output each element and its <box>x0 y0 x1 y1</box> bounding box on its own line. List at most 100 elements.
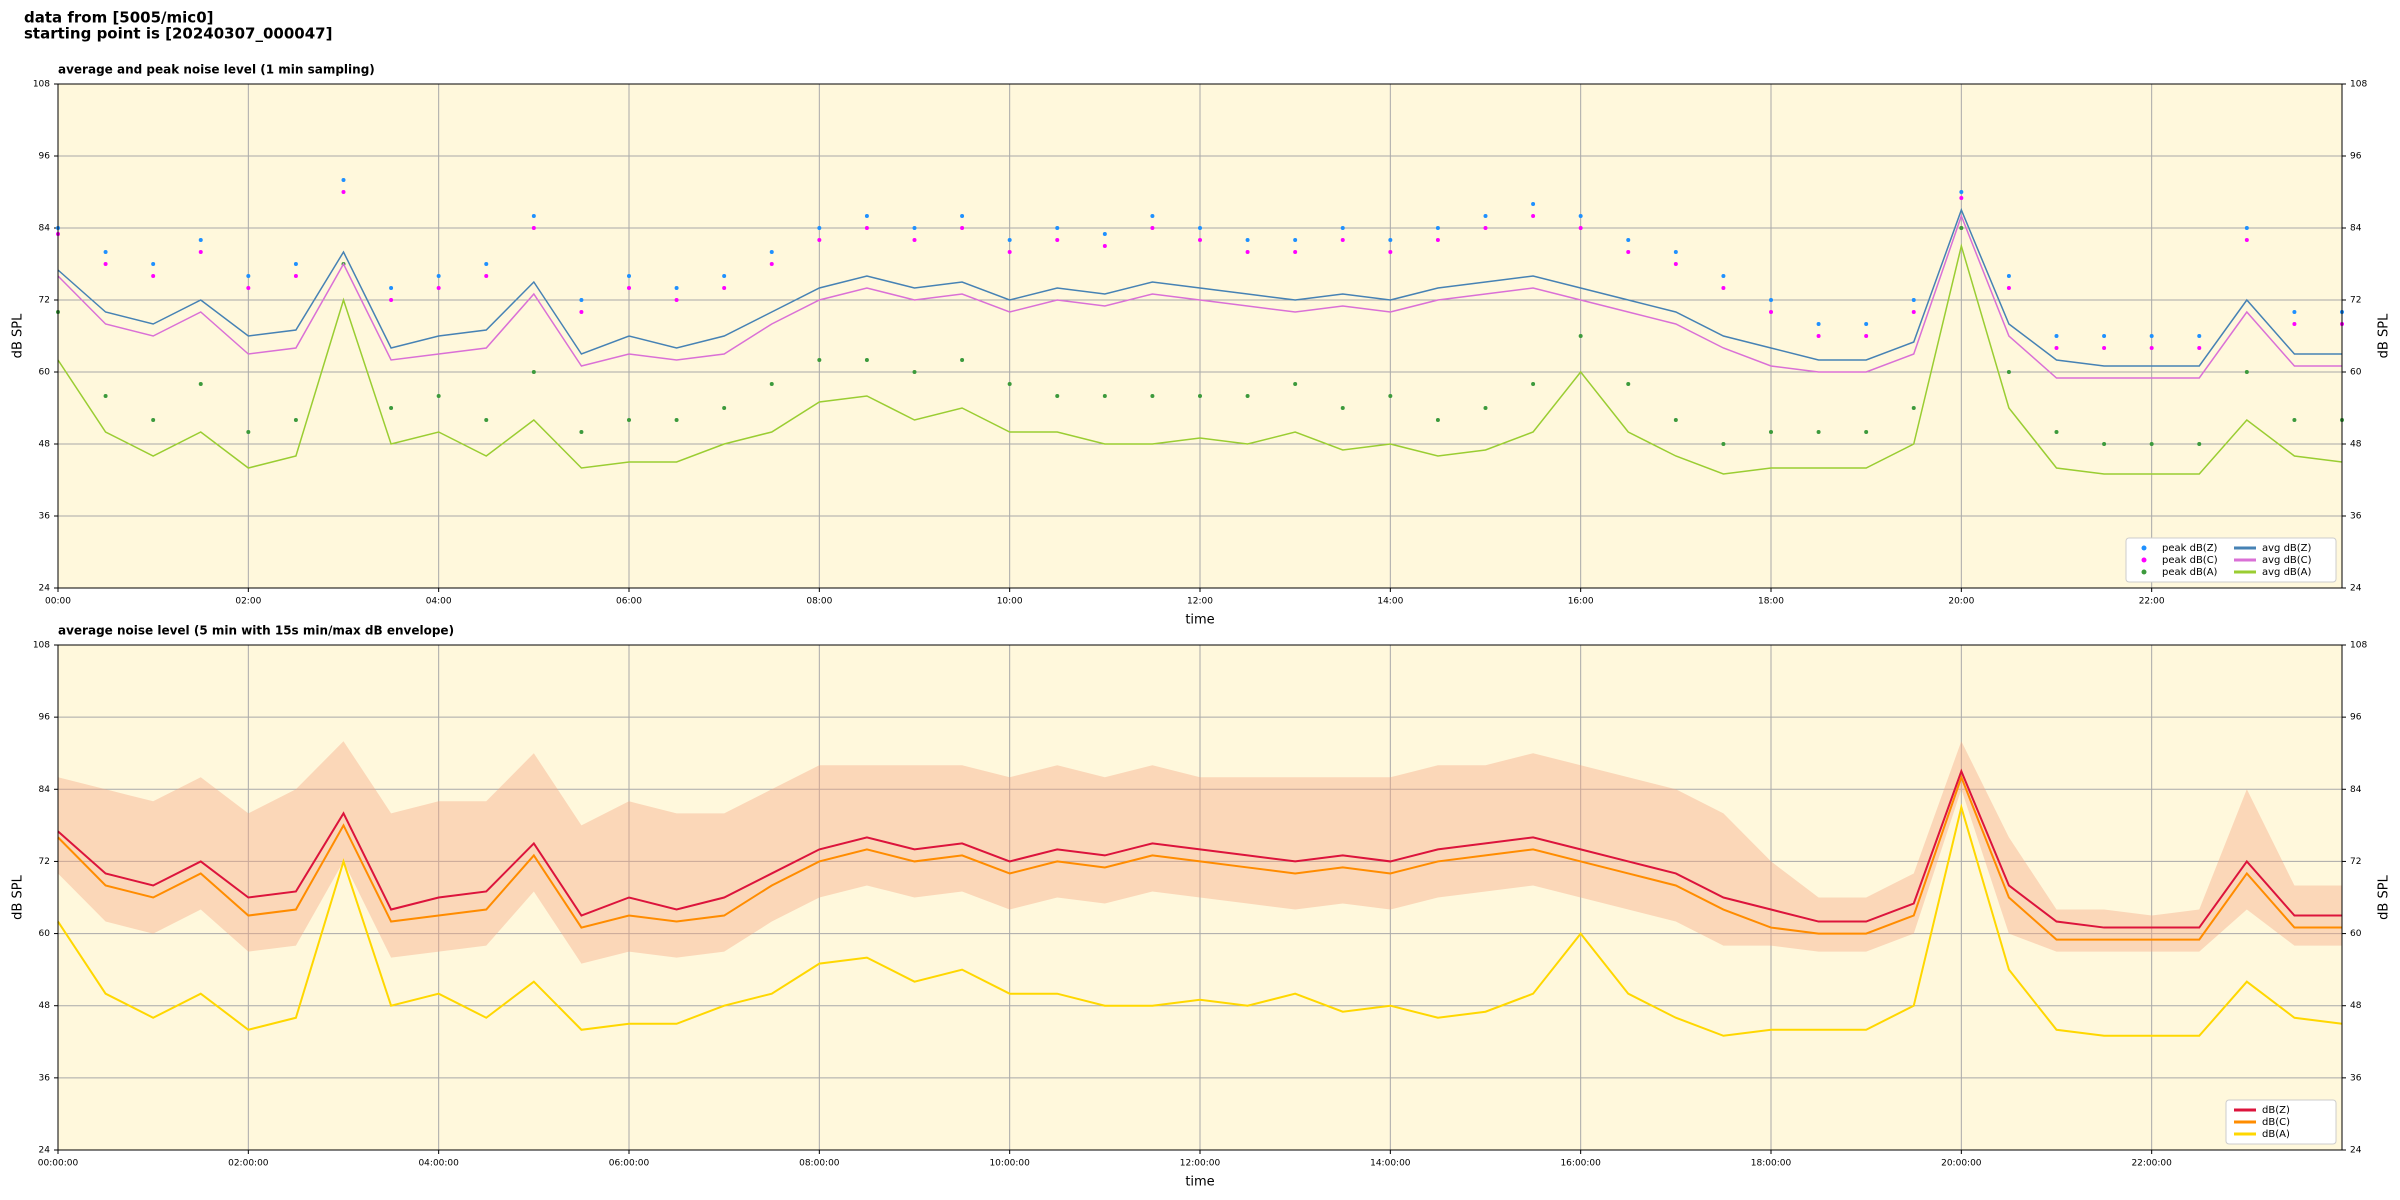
peak-point <box>2244 226 2249 230</box>
series-line <box>57 207 2342 367</box>
peak-point <box>293 262 298 266</box>
peak-point <box>1578 226 1583 230</box>
peak-point <box>912 226 917 230</box>
y-tick-label: 84 <box>39 224 51 234</box>
legend-box <box>2125 537 2337 583</box>
y-tick-label: 24 <box>39 584 51 594</box>
peak-point <box>246 274 251 278</box>
peak-point <box>1769 430 1773 434</box>
legend-label: avg dB(C) <box>2262 555 2312 566</box>
y-tick-label: 36 <box>2350 1073 2362 1083</box>
x-tick-label: 22:00:00 <box>2131 1159 2172 1169</box>
y-tick-label: 48 <box>39 440 51 450</box>
y-tick-label: 48 <box>39 1001 51 1011</box>
peak-point <box>912 238 917 242</box>
x-tick-label: 16:00:00 <box>1560 1159 1601 1169</box>
peak-point <box>1626 238 1631 242</box>
peak-point <box>1055 238 1060 242</box>
y-tick-label: 96 <box>2350 152 2362 162</box>
peak-point <box>1578 334 1583 338</box>
peak-point <box>912 370 917 374</box>
peak-point <box>2244 238 2249 242</box>
peak-point <box>627 274 631 278</box>
peak-point <box>1150 394 1155 398</box>
peak-point <box>2292 418 2297 422</box>
x-tick-label: 06:00 <box>616 597 642 607</box>
peak-point <box>722 274 727 278</box>
peak-point <box>1769 310 1773 314</box>
y-tick-label: 96 <box>39 152 51 162</box>
peak-point <box>864 226 869 230</box>
peak-point <box>674 286 679 290</box>
peak-point <box>1150 214 1155 218</box>
peak-point <box>151 274 156 278</box>
peak-point <box>1388 238 1393 242</box>
peak-point <box>1102 232 1107 236</box>
peak-point <box>722 406 727 410</box>
y-tick-label: 36 <box>2350 512 2362 522</box>
legend-label: dB(C) <box>2262 1117 2290 1128</box>
legend-label: peak dB(A) <box>2162 567 2218 578</box>
peak-point <box>1531 214 1536 218</box>
peak-point <box>2102 346 2107 350</box>
x-tick-label: 00:00:00 <box>38 1159 79 1169</box>
legend: dB(Z)dB(C)dB(A) <box>2225 1099 2337 1145</box>
x-tick-label: 10:00 <box>997 597 1023 607</box>
peak-point <box>1483 214 1488 218</box>
legend-swatch <box>2141 557 2147 563</box>
peak-point <box>198 382 203 386</box>
peak-point <box>293 274 298 278</box>
peak-point <box>1721 286 1726 290</box>
y-tick-label: 72 <box>2350 296 2361 306</box>
peak-point <box>769 250 774 254</box>
peak-point <box>1816 430 1821 434</box>
peak-point <box>389 298 394 302</box>
peak-point <box>864 358 869 362</box>
peak-point <box>1435 238 1440 242</box>
peak-point <box>674 298 679 302</box>
peak-point <box>1198 226 1202 230</box>
peak-point <box>1959 196 1964 200</box>
peak-point <box>484 262 489 266</box>
peak-point <box>627 286 631 290</box>
peak-point <box>1388 394 1393 398</box>
peak-point <box>103 262 108 266</box>
peak-point <box>246 430 251 434</box>
peak-point <box>1055 394 1060 398</box>
y-tick-label: 24 <box>2350 1146 2362 1156</box>
peak-point <box>2102 442 2107 446</box>
peak-point <box>1150 226 1155 230</box>
peak-point <box>151 262 156 266</box>
legend-label: dB(Z) <box>2262 1105 2290 1116</box>
peak-point <box>1864 430 1869 434</box>
x-tick-label: 16:00 <box>1568 597 1594 607</box>
y-tick-label: 60 <box>2350 368 2362 378</box>
peak-point <box>484 418 489 422</box>
peak-point <box>2006 274 2011 278</box>
y-tick-label: 108 <box>2350 80 2367 90</box>
peak-point <box>103 250 108 254</box>
x-tick-label: 22:00 <box>2139 597 2165 607</box>
peak-point <box>1293 238 1298 242</box>
y-axis-label: dB SPL <box>2377 874 2392 919</box>
peak-point <box>2006 286 2011 290</box>
x-axis-label: time <box>1185 613 1214 628</box>
peak-point <box>2149 442 2154 446</box>
peak-point <box>817 358 822 362</box>
peak-point <box>674 418 679 422</box>
peak-point <box>1007 238 1012 242</box>
x-tick-label: 02:00:00 <box>228 1159 269 1169</box>
series-line <box>57 213 2342 379</box>
x-tick-label: 00:00 <box>45 597 71 607</box>
y-tick-label: 60 <box>2350 929 2362 939</box>
peak-point <box>436 274 441 278</box>
y-tick-label: 96 <box>2350 713 2362 723</box>
y-tick-label: 96 <box>39 713 51 723</box>
peak-point <box>389 286 394 290</box>
peak-point <box>1911 298 1916 302</box>
peak-point <box>1435 418 1440 422</box>
peak-point <box>1911 310 1916 314</box>
peak-point <box>1959 226 1964 230</box>
peak-point <box>531 214 536 218</box>
